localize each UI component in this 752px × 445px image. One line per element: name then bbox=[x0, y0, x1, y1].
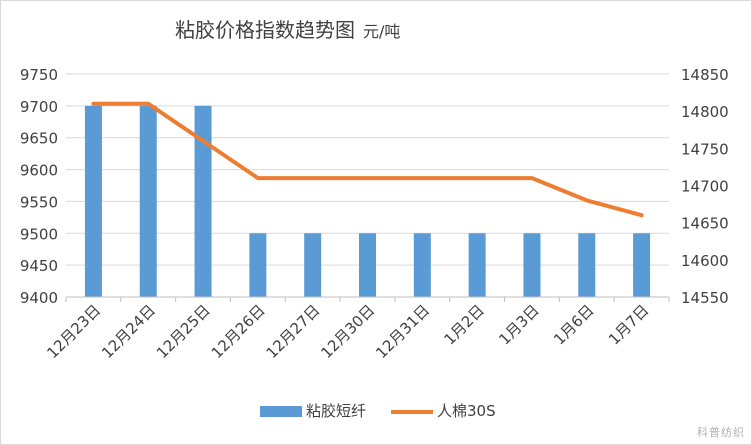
watermark: 科普纺织 bbox=[697, 426, 745, 439]
x-tick-label: 12月26日 bbox=[208, 301, 269, 362]
x-tick-label: 12月23日 bbox=[43, 301, 104, 362]
y-right-tick-label: 14600 bbox=[681, 252, 729, 270]
y-left-tick-label: 9500 bbox=[20, 225, 58, 243]
right-axis: 14550 14600 14650 14700 14750 14800 14850 bbox=[681, 66, 729, 307]
bar bbox=[413, 233, 431, 297]
y-right-tick-label: 14800 bbox=[681, 103, 729, 121]
legend-label-line: 人棉30S bbox=[437, 402, 496, 420]
y-left-tick-label: 9550 bbox=[20, 193, 58, 211]
bar bbox=[468, 233, 486, 297]
x-tick-label: 12月31日 bbox=[372, 301, 433, 362]
bar bbox=[578, 233, 596, 297]
x-tick-label: 12月27日 bbox=[263, 301, 324, 362]
x-tick-label: 1月6日 bbox=[550, 301, 597, 348]
y-right-tick-label: 14750 bbox=[681, 140, 729, 158]
legend-swatch-bar bbox=[260, 406, 302, 417]
line-series bbox=[91, 101, 644, 218]
y-left-tick-label: 9600 bbox=[20, 162, 58, 180]
left-axis: 9400 9450 9500 9550 9600 9650 9700 9750 bbox=[20, 66, 58, 307]
y-right-tick-label: 14700 bbox=[681, 178, 729, 196]
bar bbox=[249, 233, 267, 297]
bar-series bbox=[84, 105, 651, 297]
y-left-tick-label: 9750 bbox=[20, 66, 58, 84]
bar bbox=[359, 233, 376, 297]
bar bbox=[194, 105, 212, 297]
y-left-tick-label: 9700 bbox=[20, 98, 58, 116]
bar bbox=[139, 105, 157, 297]
chart-title-text: 粘胶价格指数趋势图 bbox=[175, 18, 355, 42]
y-left-tick-label: 9400 bbox=[20, 289, 58, 307]
y-right-tick-label: 14550 bbox=[681, 289, 729, 307]
y-right-tick-label: 14650 bbox=[681, 215, 729, 233]
x-tick-label: 1月2日 bbox=[441, 301, 488, 348]
y-left-tick-label: 9650 bbox=[20, 130, 58, 148]
x-axis: 12月23日12月24日12月25日12月26日12月27日12月30日12月3… bbox=[43, 296, 670, 362]
y-right-tick-label: 14850 bbox=[681, 66, 729, 84]
x-tick-label: 12月24日 bbox=[98, 301, 159, 362]
legend: 粘胶短纤 人棉30S bbox=[260, 402, 496, 420]
chart-title-unit: 元/吨 bbox=[363, 22, 400, 41]
x-tick-label: 12月25日 bbox=[153, 301, 214, 362]
chart-title: 粘胶价格指数趋势图 元/吨 bbox=[175, 18, 400, 42]
y-left-tick-label: 9450 bbox=[20, 257, 58, 275]
x-tick-label: 12月30日 bbox=[317, 301, 378, 362]
bar bbox=[84, 105, 102, 297]
bar bbox=[523, 233, 541, 297]
bar bbox=[633, 233, 651, 297]
legend-label-bar: 粘胶短纤 bbox=[306, 402, 366, 420]
line-path bbox=[91, 101, 644, 218]
x-tick-label: 1月3日 bbox=[495, 301, 542, 348]
x-tick-label: 1月7日 bbox=[605, 301, 652, 348]
bar bbox=[304, 233, 322, 297]
